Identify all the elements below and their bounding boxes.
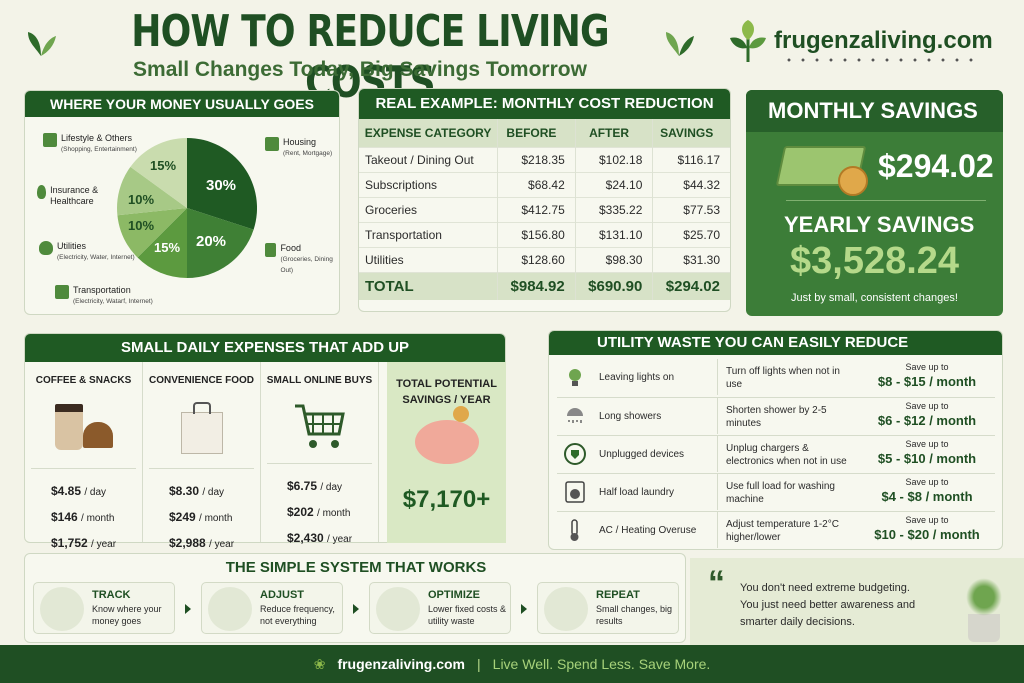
spending-breakdown-panel: WHERE YOUR MONEY USUALLY GOES 30% 20% 15… (24, 90, 340, 315)
total-row: TOTAL $984.92 $690.90 $294.02 (359, 271, 730, 300)
svg-text:15%: 15% (154, 240, 180, 255)
repeat-icon (544, 587, 588, 631)
page-title: HOW TO REDUCE LIVING COSTS (131, 6, 609, 108)
piggy-bank-icon (414, 406, 479, 464)
footer-brand: frugenzaliving.com (337, 656, 466, 672)
leaf-icon (666, 32, 694, 56)
washing-machine-icon (565, 481, 585, 503)
svg-text:10%: 10% (128, 218, 154, 233)
legend-food: Food (Groceries, Dining Out) (265, 243, 335, 276)
quote-mark-icon: “ (708, 564, 725, 602)
panel-title: THE SIMPLE SYSTEM THAT WORKS (225, 559, 487, 576)
shopping-cart-icon (294, 404, 345, 448)
step-adjust: ADJUST Reduce frequency, not everything (201, 582, 343, 634)
arrow-icon (185, 604, 191, 614)
expense-coffee: COFFEE & SNACKS $4.85 / day $146 / month… (25, 362, 143, 550)
divider (786, 200, 986, 201)
pie-chart: 30% 20% 15% 10% 10% 15% (117, 138, 257, 278)
quote-box: “ You don't need extreme budgeting. You … (690, 558, 1024, 646)
thermometer-icon (570, 519, 579, 541)
utility-row: AC / Heating Overuse Adjust temperature 1… (557, 511, 995, 549)
step-optimize: OPTIMIZE Lower fixed costs & utility wast… (369, 582, 511, 634)
money-stack-icon (775, 140, 868, 196)
footer-tagline: Live Well. Spend Less. Save More. (492, 656, 711, 672)
sprout-icon: ❀ (313, 655, 326, 672)
brand-logo: frugenzaliving.com (728, 18, 993, 64)
bag-icon (55, 285, 69, 299)
simple-system-panel: THE SIMPLE SYSTEM THAT WORKS TRACK Know w… (24, 553, 686, 643)
sliders-icon (208, 587, 252, 631)
shower-icon (567, 408, 583, 423)
cost-table: EXPENSE CATEGORY BEFORE AFTER SAVINGS Takeo… (359, 119, 730, 300)
panel-title: REAL EXAMPLE: MONTHLY COST REDUCTION (359, 89, 730, 119)
legend-utilities: Utilities (Electricity, Water, Internet) (39, 241, 135, 263)
utility-row: Half load laundry Use full load for washi… (557, 473, 995, 511)
page-subtitle: Small Changes Today, Big Savings Tomorro… (133, 58, 587, 81)
yearly-savings-label: YEARLY SAVINGS (784, 212, 975, 237)
legend-insurance: Insurance & Healthcare (37, 185, 111, 207)
shopping-bag-icon (43, 133, 57, 147)
brand-name: frugenzaliving.com (774, 27, 993, 54)
total-potential-savings: TOTAL POTENTIAL SAVINGS / YEAR $7,170+ (387, 362, 506, 543)
table-row: Groceries $412.75 $335.22 $77.53 (359, 196, 730, 222)
cost-reduction-panel: REAL EXAMPLE: MONTHLY COST REDUCTION EXP… (358, 88, 731, 312)
legend-transportation: Transportation (Electricity, Watarf, Inte… (55, 285, 153, 307)
grocery-bag-icon (265, 243, 277, 257)
yearly-savings-value: $3,528.24 (790, 240, 960, 282)
leaf-icon (28, 32, 56, 56)
expense-online-buys: SMALL ONLINE BUYS $6.75 / day $202 / mon… (261, 362, 379, 545)
plant-icon (962, 578, 1006, 642)
daily-expenses-panel: SMALL DAILY EXPENSES THAT ADD UP COFFEE … (24, 333, 506, 550)
utility-row: Leaving lights on Turn off lights when no… (557, 359, 995, 397)
slice-label: 30% (206, 177, 236, 194)
panel-title: WHERE YOUR MONEY USUALLY GOES (25, 91, 339, 117)
table-row: Utilities $128.60 $98.30 $31.30 (359, 246, 730, 272)
utility-row: Long showers Shorten shower by 2-5 minute… (557, 397, 995, 435)
step-track: TRACK Know where your money goes (33, 582, 175, 634)
arrow-icon (353, 604, 359, 614)
utility-row: Unplugged devices Unplug chargers & elect… (557, 435, 995, 473)
footer: ❀ frugenzaliving.com | Live Well. Spend … (0, 645, 1024, 683)
dotted-divider (782, 58, 982, 62)
panel-title: SMALL DAILY EXPENSES THAT ADD UP (25, 334, 505, 362)
savings-note: Just by small, consistent changes! (791, 292, 958, 304)
panel-title: UTILITY WASTE YOU CAN EASILY REDUCE (549, 331, 1002, 355)
savings-summary-card: MONTHLY SAVINGS $294.02 YEARLY SAVINGS $… (746, 90, 1003, 316)
step-repeat: REPEAT Small changes, big results (537, 582, 679, 634)
table-row: Takeout / Dining Out $218.35 $102.18 $116.1… (359, 146, 730, 172)
clipboard-icon (40, 587, 84, 631)
coffee-cup-icon (49, 398, 119, 460)
table-row: Subscriptions $68.42 $24.10 $44.32 (359, 171, 730, 197)
legend-housing: Housing (Rent, Mortgage) (265, 137, 332, 159)
plug-icon (564, 443, 586, 465)
house-icon (265, 137, 279, 151)
sprout-icon (730, 20, 766, 62)
table-row: Transportation $156.80 $131.10 $25.70 (359, 221, 730, 247)
lightbulb-icon (569, 369, 581, 386)
legend-lifestyle: Lifestyle & Others (Shopping, Entertainme… (43, 133, 137, 155)
monthly-savings-value: $294.02 (878, 148, 994, 184)
shield-icon (39, 241, 53, 255)
expense-convenience-food: CONVENIENCE FOOD $8.30 / day $249 / mont… (143, 362, 261, 550)
monthly-savings-label: MONTHLY SAVINGS (746, 90, 1003, 132)
svg-text:20%: 20% (196, 233, 226, 250)
gear-icon (376, 587, 420, 631)
arrow-icon (521, 604, 527, 614)
health-shield-icon (37, 185, 47, 199)
svg-text:15%: 15% (150, 158, 176, 173)
quote-text: You don't need extreme budgeting. You ju… (740, 582, 916, 628)
svg-text:10%: 10% (128, 192, 154, 207)
takeout-box-icon (179, 398, 225, 460)
utility-waste-panel: UTILITY WASTE YOU CAN EASILY REDUCE Leav… (548, 330, 1003, 550)
